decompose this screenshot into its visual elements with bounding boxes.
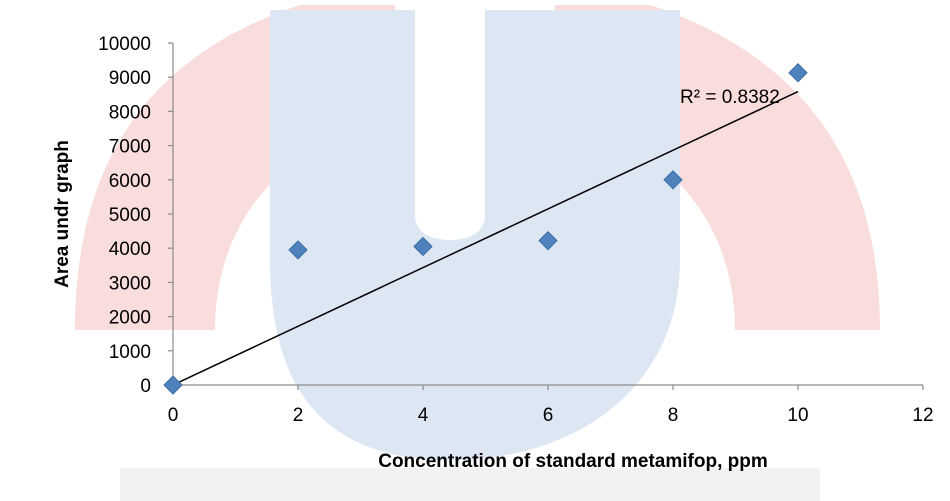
y-tick-label: 5000 [109, 205, 151, 226]
x-tick-label: 4 [418, 405, 429, 426]
x-axis-title: Concentration of standard metamifop, ppm [378, 451, 768, 472]
x-tick-label: 0 [168, 405, 179, 426]
y-axis-ticks: 0 1000 2000 3000 4000 5000 6000 7000 8000 9000 100… [98, 34, 173, 397]
x-tick-label: 12 [912, 405, 933, 426]
data-point-diamond [788, 63, 808, 83]
y-tick-label: 2000 [109, 308, 151, 329]
x-tick-label: 6 [543, 405, 554, 426]
y-axis-title: Area undr graph [52, 140, 73, 288]
y-tick-label: 6000 [109, 171, 151, 192]
y-tick-label: 8000 [109, 102, 151, 123]
y-tick-label: 10000 [98, 34, 151, 55]
r-squared-annotation: R² = 0.8382 [680, 87, 780, 108]
y-tick-label: 9000 [109, 68, 151, 89]
x-tick-label: 10 [787, 405, 808, 426]
y-tick-label: 0 [140, 376, 151, 397]
y-tick-label: 1000 [109, 342, 151, 363]
y-tick-label: 4000 [109, 239, 151, 260]
data-point-diamond [288, 240, 308, 260]
data-point-diamond [663, 170, 683, 190]
trendline-layer [172, 90, 799, 386]
data-point-diamond [163, 375, 183, 395]
watermark-center-u [270, 10, 680, 460]
data-points-layer [163, 63, 808, 395]
data-point-diamond [413, 236, 433, 257]
x-tick-label: 2 [293, 405, 304, 426]
x-tick-label: 8 [668, 405, 679, 426]
linear-trendline [172, 90, 799, 386]
x-axis-ticks: 0 2 4 6 8 10 12 [168, 385, 934, 426]
watermark-bottom-band [120, 468, 820, 501]
y-tick-label: 3000 [109, 273, 151, 294]
university-logo-watermark [75, 5, 880, 501]
y-tick-label: 7000 [109, 137, 151, 158]
data-point-diamond [538, 230, 558, 251]
